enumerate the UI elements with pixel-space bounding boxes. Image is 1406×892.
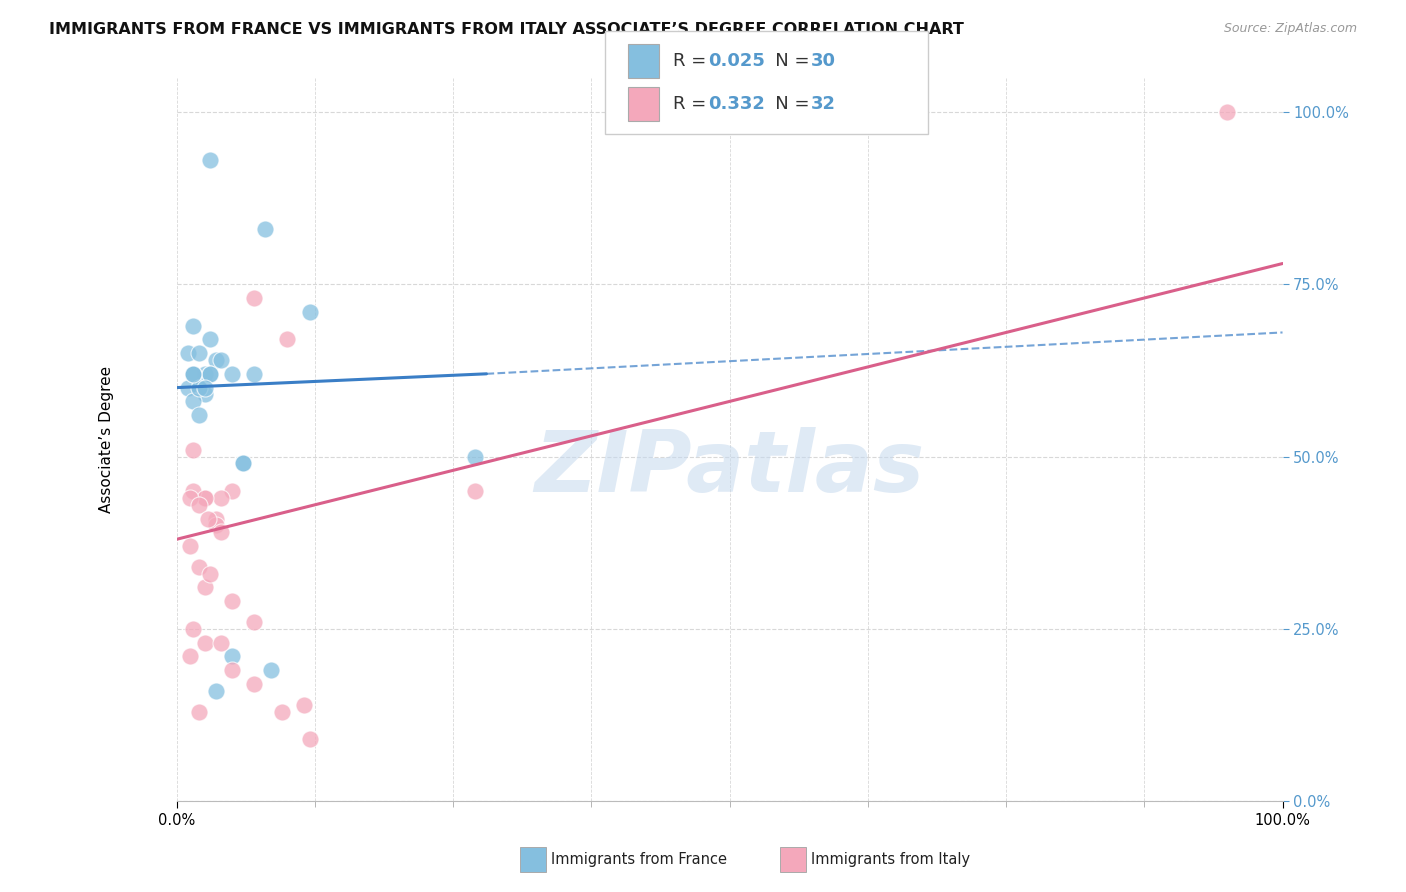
Point xyxy=(183,622,205,636)
Text: IMMIGRANTS FROM FRANCE VS IMMIGRANTS FROM ITALY ASSOCIATE’S DEGREE CORRELATION C: IMMIGRANTS FROM FRANCE VS IMMIGRANTS FRO… xyxy=(49,22,965,37)
Point xyxy=(193,387,215,401)
Point xyxy=(221,649,243,664)
Point xyxy=(221,594,243,608)
Point xyxy=(198,367,221,381)
Point xyxy=(183,483,205,498)
Point xyxy=(243,367,266,381)
Point xyxy=(198,332,221,346)
Text: 0.025: 0.025 xyxy=(709,52,765,70)
Point xyxy=(193,381,215,395)
Point xyxy=(254,222,277,236)
Text: 0.332: 0.332 xyxy=(709,95,765,113)
Point xyxy=(204,684,226,698)
Point xyxy=(243,291,266,305)
Point xyxy=(276,332,298,346)
Point xyxy=(193,581,215,595)
Text: 32: 32 xyxy=(811,95,837,113)
Point xyxy=(204,511,226,525)
Point xyxy=(188,346,211,360)
Point xyxy=(188,408,211,422)
Point xyxy=(183,394,205,409)
Point xyxy=(198,367,221,381)
Point xyxy=(193,367,215,381)
Text: ZIPatlas: ZIPatlas xyxy=(534,426,925,509)
Text: R =: R = xyxy=(673,52,713,70)
Point xyxy=(188,498,211,512)
Point xyxy=(198,153,221,168)
Point xyxy=(464,450,486,464)
Point xyxy=(232,457,254,471)
Point xyxy=(209,491,232,505)
Text: N =: N = xyxy=(758,95,815,113)
Point xyxy=(292,698,315,712)
Point xyxy=(232,457,254,471)
Point xyxy=(188,381,211,395)
Point xyxy=(260,663,283,677)
Text: Immigrants from France: Immigrants from France xyxy=(551,853,727,867)
Point xyxy=(188,559,211,574)
Point xyxy=(177,346,200,360)
Text: R =: R = xyxy=(673,95,713,113)
Point xyxy=(243,677,266,691)
Point xyxy=(270,705,292,719)
Text: Immigrants from Italy: Immigrants from Italy xyxy=(811,853,970,867)
Point xyxy=(183,442,205,457)
Point xyxy=(179,539,201,553)
Point xyxy=(188,381,211,395)
Point xyxy=(177,381,200,395)
Text: N =: N = xyxy=(758,52,815,70)
Point xyxy=(209,353,232,368)
Point xyxy=(221,663,243,677)
Point xyxy=(183,318,205,333)
Point xyxy=(464,483,486,498)
Point xyxy=(193,635,215,649)
Point xyxy=(209,525,232,540)
Text: 30: 30 xyxy=(811,52,837,70)
Point xyxy=(209,635,232,649)
Point xyxy=(197,511,219,525)
Point xyxy=(204,518,226,533)
Point xyxy=(193,491,215,505)
Point xyxy=(243,615,266,629)
Point xyxy=(183,367,205,381)
Point xyxy=(179,491,201,505)
Point xyxy=(221,367,243,381)
Point xyxy=(298,732,321,747)
Point xyxy=(204,353,226,368)
Text: Source: ZipAtlas.com: Source: ZipAtlas.com xyxy=(1223,22,1357,36)
Point xyxy=(221,483,243,498)
Point xyxy=(193,491,215,505)
Point xyxy=(188,705,211,719)
Point xyxy=(198,566,221,581)
Point xyxy=(298,305,321,319)
Y-axis label: Associate’s Degree: Associate’s Degree xyxy=(100,366,114,513)
Point xyxy=(183,367,205,381)
Point xyxy=(1216,104,1239,119)
Point xyxy=(179,649,201,664)
Point xyxy=(183,367,205,381)
